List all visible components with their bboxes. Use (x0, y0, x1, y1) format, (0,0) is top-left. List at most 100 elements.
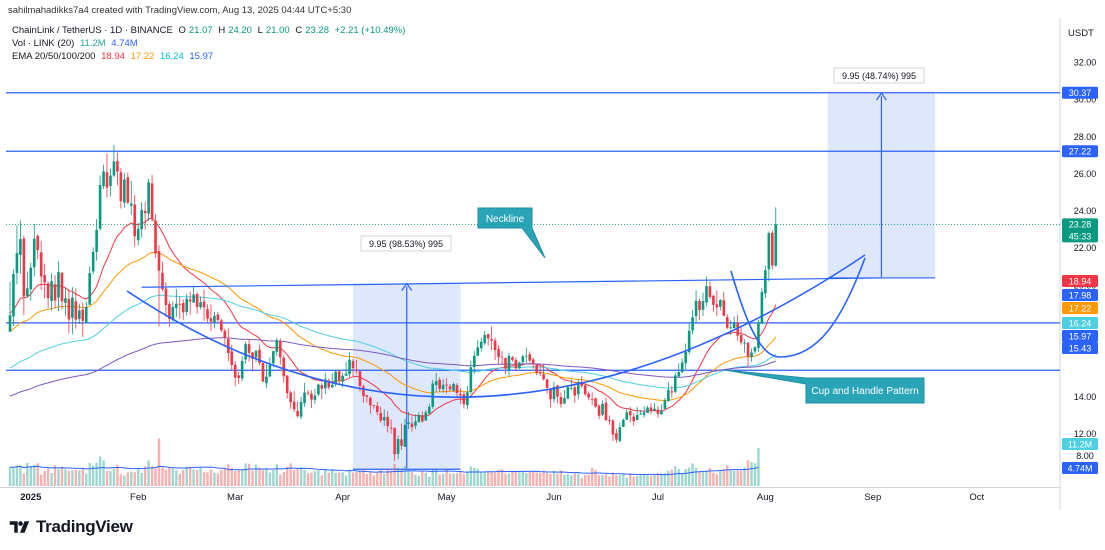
candle-body (691, 317, 694, 331)
y-tick-label: 22.00 (1074, 243, 1097, 253)
volume-bar (12, 467, 15, 486)
candle-body (535, 364, 538, 373)
candle (559, 392, 563, 408)
candle (372, 404, 376, 409)
candle (32, 224, 36, 277)
ohlc-low: 21.00 (265, 25, 290, 36)
volume-bar (715, 473, 719, 486)
price-unit: USDT (1068, 28, 1094, 39)
candle-body (330, 384, 334, 388)
candle (57, 261, 60, 311)
candle-body (497, 349, 500, 358)
candle-body (372, 405, 376, 406)
neckline-label: Neckline (486, 214, 525, 225)
candle-body (427, 406, 431, 414)
candle (289, 390, 292, 409)
volume-bar (372, 475, 376, 486)
candle-body (355, 369, 358, 371)
candle-body (500, 356, 504, 358)
candle-body (615, 433, 618, 440)
volume-bar (403, 466, 407, 486)
candle (583, 383, 587, 396)
volume-bar (292, 469, 296, 486)
candle-body (434, 381, 438, 385)
candle (320, 382, 324, 400)
volume-bar (389, 470, 393, 486)
volume-bar (739, 470, 743, 486)
candle-body (538, 371, 542, 374)
candle (774, 207, 778, 267)
volume-bar (473, 467, 476, 486)
candle (538, 364, 542, 377)
symbol-name[interactable]: ChainLink / TetherUS · 1D · BINANCE (12, 25, 173, 36)
x-tick-label: Apr (335, 492, 350, 503)
candle-body (531, 359, 535, 364)
volume-bar (50, 473, 53, 486)
tradingview-brand[interactable]: TradingView (9, 517, 133, 537)
volume-bar (393, 463, 396, 486)
candle (518, 361, 521, 369)
volume-bar (625, 477, 628, 486)
volume-label[interactable]: Vol · LINK (20) (12, 38, 75, 49)
candle (199, 296, 202, 310)
candle (618, 422, 622, 443)
candle-body (715, 304, 719, 308)
candle (604, 397, 608, 422)
y-tick-label: 28.00 (1074, 132, 1097, 142)
volume-bar (286, 466, 289, 486)
candle-body (469, 367, 473, 392)
candle (750, 348, 753, 362)
volume-bar (78, 470, 81, 486)
candle-body (597, 405, 601, 416)
candle-body (660, 410, 663, 415)
candle-body (576, 381, 580, 395)
candle (185, 293, 189, 316)
candle-body (587, 393, 590, 398)
volume-bar (448, 473, 452, 486)
volume-bar (466, 471, 469, 486)
candle-body (344, 373, 348, 376)
candle (362, 384, 365, 403)
volume-bar (202, 472, 206, 486)
candle-body (299, 402, 303, 417)
candle-body (320, 385, 324, 389)
candle-body (358, 371, 362, 387)
volume-bar (171, 469, 175, 486)
candle-body (379, 412, 383, 421)
candle-body (583, 385, 587, 395)
volume-bar (313, 471, 317, 486)
volume-bar (137, 469, 140, 486)
x-tick-label: Oct (969, 492, 984, 503)
candle (739, 326, 743, 345)
volume-bar (687, 467, 691, 486)
pattern-callout-box (724, 369, 925, 404)
candle-body (656, 409, 660, 414)
candle-body (486, 334, 490, 339)
candle-body (91, 251, 95, 272)
candle-body (247, 344, 251, 353)
candle-body (639, 413, 642, 415)
candle-body (431, 383, 435, 407)
candle (247, 339, 251, 362)
candle (19, 220, 22, 274)
price-badge (1062, 289, 1098, 301)
candle (150, 174, 154, 222)
ema-label[interactable]: EMA 20/50/100/200 (12, 51, 96, 62)
candle-body (29, 267, 33, 290)
volume-bar (480, 472, 483, 486)
volume-bar (362, 469, 365, 486)
measure-label-1: 9.95 (98.53%) 995 (369, 239, 443, 249)
volume-bar (528, 472, 531, 486)
price-badge (1062, 462, 1098, 474)
candle-body (670, 391, 674, 393)
volume-bar (188, 466, 192, 486)
candle (261, 360, 265, 383)
candle-body (129, 203, 133, 206)
candle-body (143, 210, 147, 214)
candle-body (202, 301, 206, 308)
candle (497, 345, 500, 364)
volume-bar (646, 475, 649, 486)
volume-bar (192, 469, 195, 486)
